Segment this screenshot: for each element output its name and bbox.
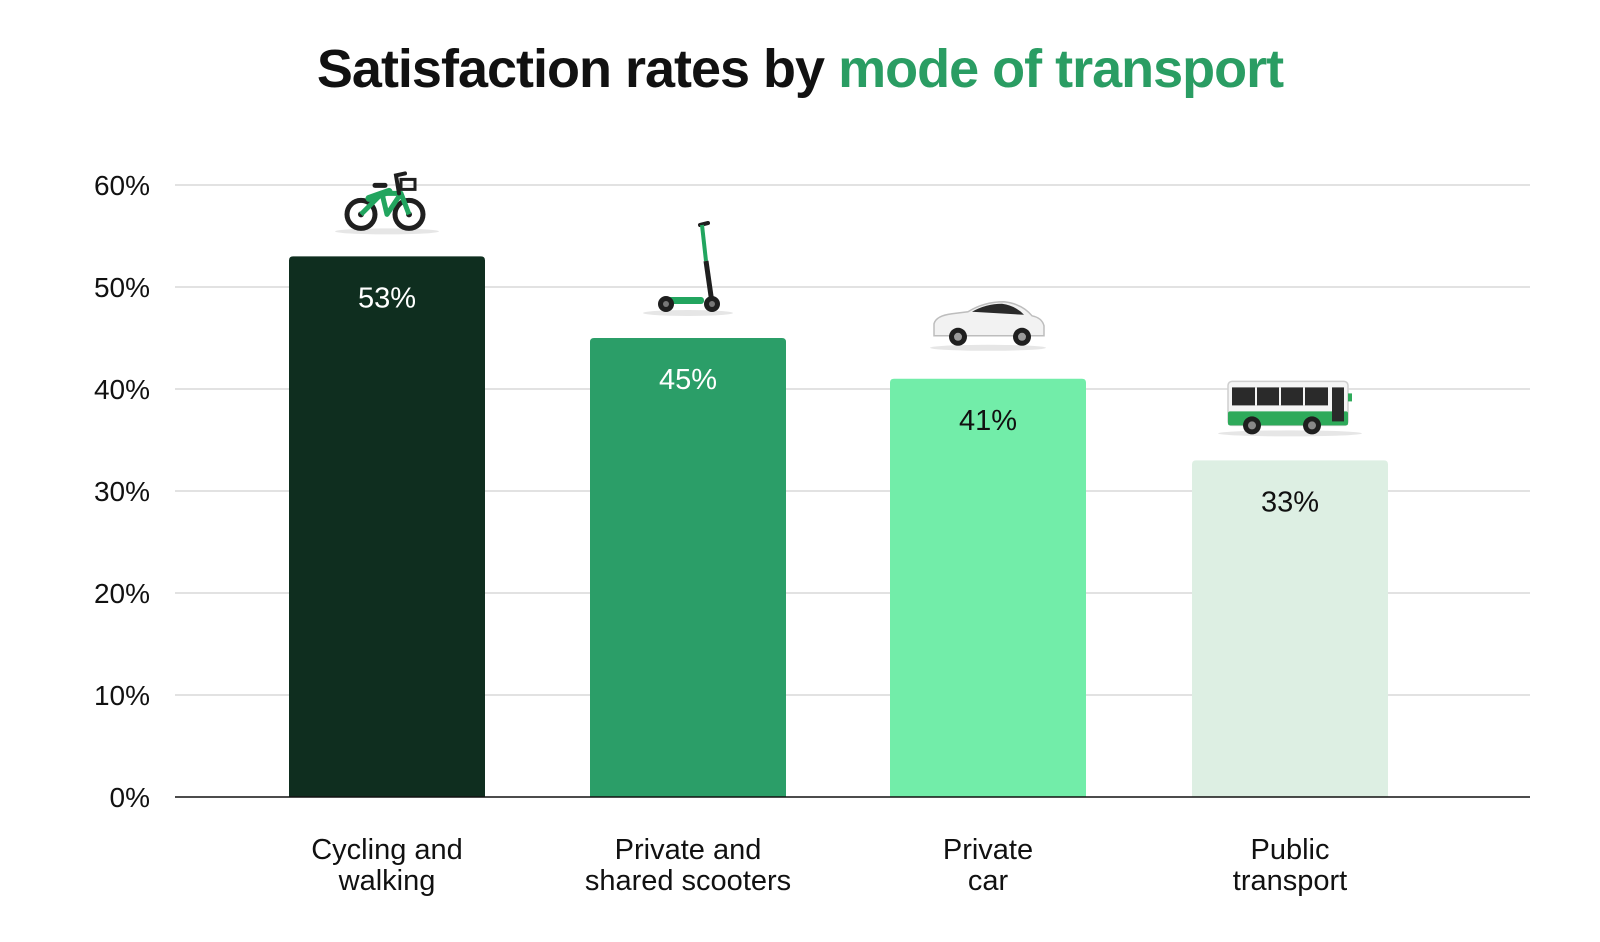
- chart-title-highlight: mode of transport: [838, 39, 1284, 99]
- x-category-label: Cycling and walking: [311, 834, 463, 897]
- y-tick-label: 60%: [94, 170, 150, 201]
- car-icon: [930, 301, 1046, 351]
- y-tick-label: 20%: [94, 578, 150, 609]
- y-tick-label: 0%: [110, 782, 150, 813]
- bus-icon: [1218, 380, 1362, 437]
- data-label: 33%: [1261, 486, 1319, 518]
- x-category-label: Public transport: [1233, 834, 1347, 897]
- bars: [289, 256, 1388, 797]
- y-tick-label: 50%: [94, 272, 150, 303]
- y-tick-label: 40%: [94, 374, 150, 405]
- data-labels: 53% 45% 41% 33%: [358, 282, 1319, 518]
- bicycle-icon: [335, 171, 439, 235]
- y-axis-ticks: 0% 10% 20% 30% 40% 50% 60%: [94, 170, 150, 813]
- data-label: 41%: [959, 405, 1017, 437]
- bar-1: [590, 338, 786, 797]
- x-category-label: Private car: [943, 834, 1033, 897]
- chart-title: Satisfaction rates by mode of transport: [0, 38, 1600, 100]
- bar-0: [289, 256, 485, 797]
- scooter-icon: [643, 221, 733, 316]
- y-tick-label: 10%: [94, 680, 150, 711]
- bar-3: [1192, 460, 1388, 797]
- bar-2: [890, 378, 1086, 797]
- x-category-label: Private and shared scooters: [585, 834, 791, 897]
- bar-icons: [335, 171, 1362, 437]
- y-tick-label: 30%: [94, 476, 150, 507]
- chart-title-prefix: Satisfaction rates by: [316, 39, 839, 99]
- data-label: 53%: [358, 282, 416, 314]
- data-label: 45%: [659, 364, 717, 396]
- x-axis-categories: Cycling and walking Private and shared scoo…: [311, 834, 1347, 897]
